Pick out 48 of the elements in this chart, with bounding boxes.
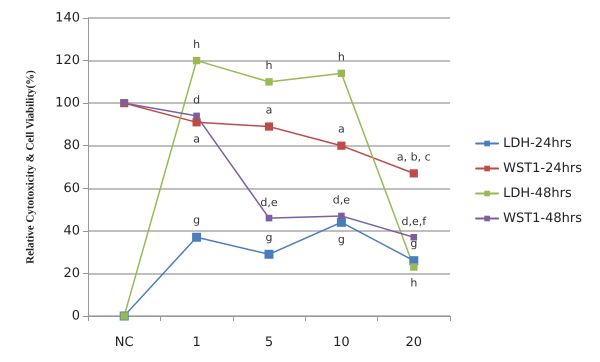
y-tick-label: 0: [72, 308, 80, 324]
point: [265, 78, 273, 86]
data-label: a: [338, 122, 345, 136]
y-tick-label: 140: [55, 10, 80, 26]
y-tick-label: 120: [55, 53, 80, 68]
point: [338, 70, 346, 78]
x-tick-label: 10: [333, 335, 350, 350]
x-tick-label: 20: [406, 335, 422, 350]
x-tick-label: 5: [264, 335, 274, 350]
data-label: h: [410, 276, 418, 290]
point: [193, 112, 200, 120]
y-tick-label: 20: [63, 266, 80, 281]
y-tick-label: 40: [63, 223, 80, 238]
data-label: g: [338, 232, 345, 246]
data-label: a: [193, 132, 200, 146]
data-label: a, b, c: [396, 150, 431, 164]
point: [410, 234, 418, 241]
point: [192, 232, 202, 242]
legend-label: LDH-48hrs: [503, 186, 572, 201]
point: [338, 212, 345, 220]
data-label: h: [266, 59, 273, 72]
y-tick-label: 60: [63, 180, 80, 196]
legend-label: LDH-24hrs: [503, 136, 572, 151]
data-label: d,e: [260, 196, 278, 209]
point: [337, 142, 346, 150]
data-label: d: [193, 94, 200, 107]
x-tick-label: 1: [192, 335, 201, 350]
data-label: d,e: [332, 194, 350, 207]
point: [192, 118, 201, 126]
x-tick-label: NC: [114, 335, 134, 350]
point: [410, 263, 418, 271]
point: [410, 169, 418, 178]
y-tick-label: 100: [55, 96, 80, 111]
data-label: g: [266, 230, 272, 244]
point: [264, 122, 274, 131]
data-label: d,e,f: [401, 214, 428, 228]
data-label: g: [193, 214, 200, 227]
data-label: h: [338, 50, 345, 64]
legend-label: WST1-48hrs: [503, 211, 582, 226]
point: [264, 250, 274, 259]
point: [192, 56, 200, 64]
data-label: g: [410, 237, 418, 250]
data-label: a: [266, 103, 272, 116]
point: [266, 214, 272, 222]
y-axis-title: Relative Cytotoxicity & Cell Viability(%): [24, 70, 36, 264]
data-label: h: [193, 38, 200, 51]
legend-label: WST1-24hrs: [503, 161, 582, 176]
y-tick-label: 80: [63, 138, 80, 154]
